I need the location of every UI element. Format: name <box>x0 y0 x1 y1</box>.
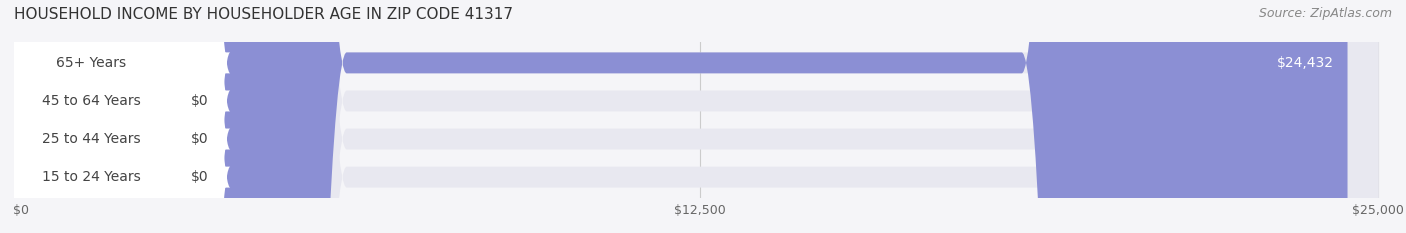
FancyBboxPatch shape <box>0 0 129 233</box>
FancyBboxPatch shape <box>21 0 1378 233</box>
FancyBboxPatch shape <box>0 0 129 233</box>
Text: 25 to 44 Years: 25 to 44 Years <box>42 132 141 146</box>
Text: Source: ZipAtlas.com: Source: ZipAtlas.com <box>1258 7 1392 20</box>
FancyBboxPatch shape <box>0 0 129 233</box>
Text: $0: $0 <box>191 170 208 184</box>
FancyBboxPatch shape <box>0 0 231 233</box>
FancyBboxPatch shape <box>21 0 1378 233</box>
FancyBboxPatch shape <box>0 0 231 233</box>
FancyBboxPatch shape <box>21 0 1347 233</box>
Text: $0: $0 <box>191 132 208 146</box>
Text: 45 to 64 Years: 45 to 64 Years <box>42 94 141 108</box>
Text: 15 to 24 Years: 15 to 24 Years <box>42 170 141 184</box>
FancyBboxPatch shape <box>0 0 231 233</box>
Text: 65+ Years: 65+ Years <box>56 56 127 70</box>
Text: HOUSEHOLD INCOME BY HOUSEHOLDER AGE IN ZIP CODE 41317: HOUSEHOLD INCOME BY HOUSEHOLDER AGE IN Z… <box>14 7 513 22</box>
Text: $24,432: $24,432 <box>1277 56 1334 70</box>
Text: $0: $0 <box>191 94 208 108</box>
FancyBboxPatch shape <box>21 0 1378 233</box>
FancyBboxPatch shape <box>0 0 231 233</box>
FancyBboxPatch shape <box>21 0 1378 233</box>
